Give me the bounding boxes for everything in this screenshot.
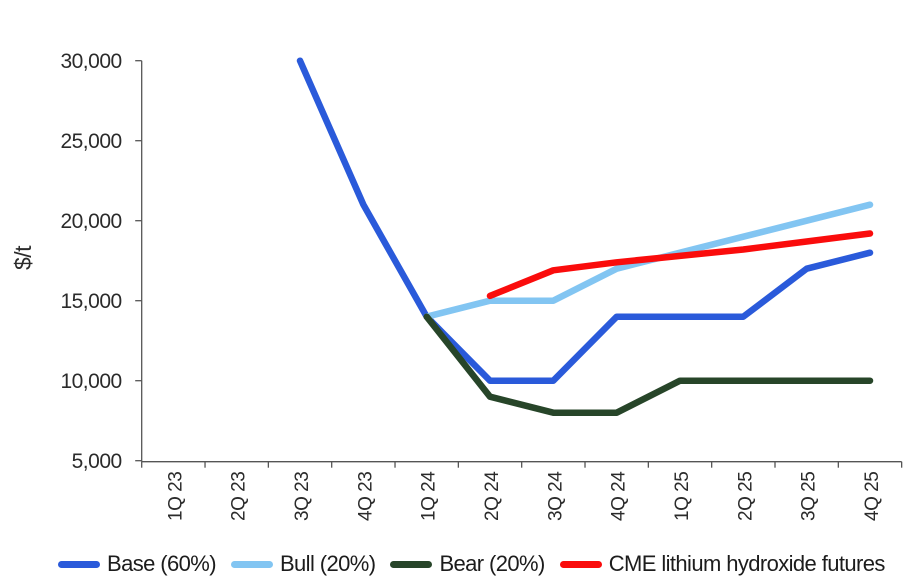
x-tick-label: 4Q 25 — [862, 472, 883, 521]
price-chart-svg: 5,000 10,000 15,000 20,000 25,000 30,000 1Q 23… — [10, 50, 903, 521]
legend-swatch-cme-futures — [559, 560, 602, 568]
x-tick-label: 1Q 23 — [165, 472, 186, 521]
y-tick-label: 20,000 — [60, 210, 121, 233]
x-tick-label: 2Q 25 — [735, 472, 756, 521]
x-tick-label: 1Q 25 — [672, 472, 693, 521]
x-tick-label: 2Q 24 — [482, 471, 503, 521]
legend-swatch-bull — [230, 560, 273, 568]
legend-label-bull: Bull (20%) — [279, 551, 376, 576]
series-line-base-60 — [296, 57, 874, 384]
series-line-cme-lithium-hydroxide-futures — [486, 230, 874, 300]
y-tick-label: 15,000 — [60, 290, 121, 313]
x-tick-label: 3Q 25 — [799, 472, 820, 521]
legend-item-base: Base (60%) — [58, 551, 217, 577]
x-tick-label: 3Q 24 — [545, 471, 566, 521]
x-tick-label: 4Q 24 — [609, 471, 630, 521]
legend-swatch-base — [58, 560, 100, 568]
y-tick-label: 10,000 — [60, 370, 121, 393]
legend-label-bear: Bear (20%) — [439, 551, 545, 576]
series-line-bear-20 — [423, 313, 874, 416]
y-tick-label: 5,000 — [72, 450, 122, 473]
legend-item-bear: Bear (20%) — [390, 551, 545, 577]
legend-swatch-bear — [390, 560, 433, 568]
y-tick-label: 30,000 — [60, 50, 121, 73]
legend-label-base: Base (60%) — [107, 551, 217, 576]
x-tick-label: 1Q 24 — [419, 471, 440, 521]
legend-item-bull: Bull (20%) — [230, 551, 376, 577]
y-axis-title: $/t — [10, 245, 36, 270]
y-tick-label: 25,000 — [60, 130, 121, 153]
chart-legend: Base (60%) Bull (20%) Bear (20%) CME lit… — [58, 551, 885, 577]
x-tick-label: 4Q 23 — [355, 472, 376, 521]
legend-item-cme-futures: CME lithium hydroxide futures — [559, 551, 886, 577]
x-tick-label: 3Q 23 — [292, 472, 313, 521]
x-tick-label: 2Q 23 — [229, 472, 250, 521]
legend-label-cme-futures: CME lithium hydroxide futures — [608, 551, 886, 576]
